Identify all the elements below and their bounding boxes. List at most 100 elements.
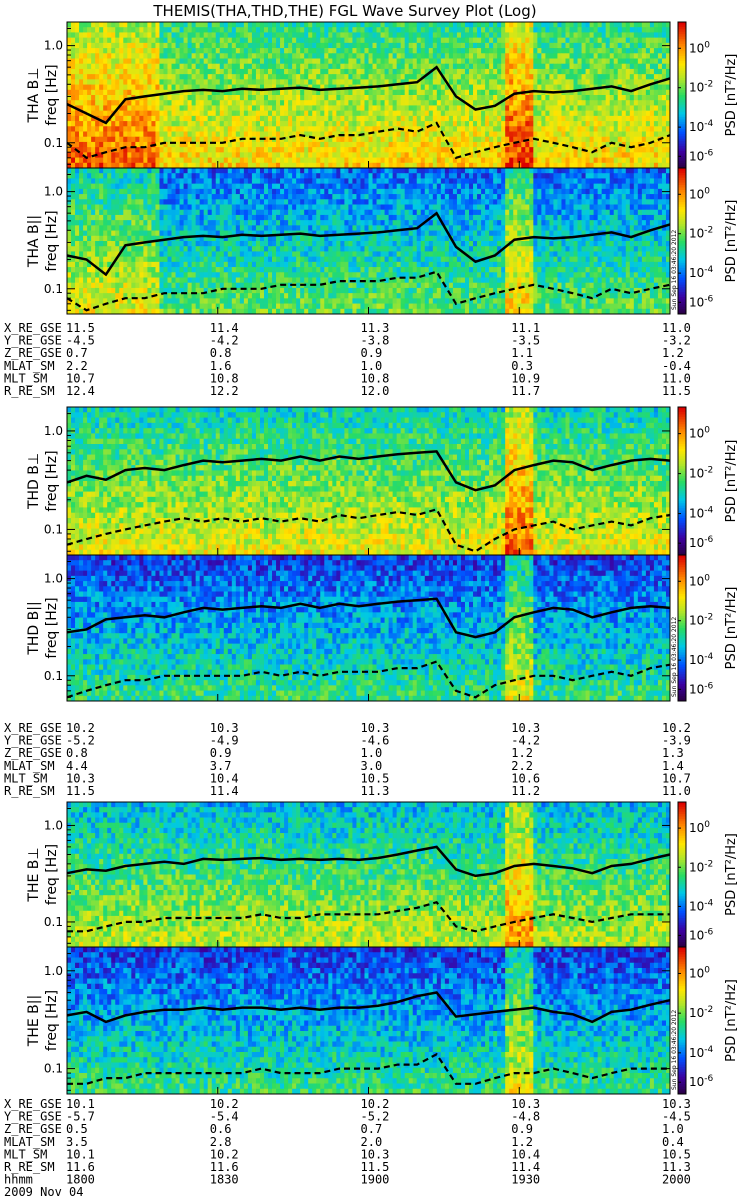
colorbar-segment [678, 930, 686, 933]
ephemeris-value: 10.4 [210, 771, 239, 785]
ephemeris-value: 3.7 [210, 759, 232, 773]
ephemeris-value: 10.2 [361, 1097, 390, 1111]
colorbar-segment [678, 26, 686, 30]
colorbar-segment [678, 530, 686, 534]
colorbar-tick-label: 10-2 [689, 613, 713, 628]
ephemeris-value: -5.2 [361, 1110, 390, 1124]
colorbar-segment [678, 584, 686, 588]
dashed-curve [67, 900, 670, 933]
y-tick-label: 0.1 [44, 1062, 63, 1076]
ephemeris-value: -0.4 [662, 359, 691, 373]
colorbar-segment [678, 647, 686, 651]
colorbar-segment [678, 1049, 686, 1053]
colorbar-segment [678, 589, 686, 592]
colorbar-segment [678, 913, 686, 917]
colorbar-segment [678, 864, 686, 868]
ephemeris-value: 0.8 [210, 346, 232, 360]
ephemeris-value: 1.2 [662, 346, 684, 360]
ephemeris-value: 0.7 [361, 1122, 383, 1136]
ephemeris-value: 12.4 [66, 384, 95, 398]
colorbar-segment [678, 277, 686, 281]
ephemeris-value: 0.6 [210, 1122, 232, 1136]
colorbar-segment [678, 1018, 686, 1021]
colorbar-segment [678, 146, 686, 150]
panel-label: THD B|| [26, 601, 42, 655]
colorbar-segment [678, 688, 686, 692]
colorbar-segment [678, 843, 686, 846]
ephemeris-value: 2.2 [66, 359, 88, 373]
colorbar-segment [678, 898, 686, 902]
ephemeris-value: 11.5 [66, 321, 95, 335]
ephemeris-value: 11.4 [511, 1160, 540, 1174]
y-tick-label: 0.1 [44, 522, 63, 536]
colorbar-segment [678, 838, 686, 842]
ephemeris-value: 1.0 [662, 1122, 684, 1136]
colorbar-segment [678, 654, 686, 658]
colorbar-segment [678, 939, 686, 943]
colorbar-segment [678, 947, 686, 950]
colorbar-segment [678, 471, 686, 475]
colorbar-segment [678, 814, 686, 817]
ephemeris-value: -4.5 [66, 334, 95, 348]
colorbar-segment [678, 896, 686, 900]
colorbar-segment [678, 1027, 686, 1031]
ephemeris-value: 11.6 [66, 1160, 95, 1174]
colorbar-segment [678, 669, 686, 673]
solid-curve [66, 845, 671, 878]
colorbar-segment [678, 806, 686, 810]
colorbar-segment [678, 73, 686, 77]
colorbar-segment [678, 889, 686, 892]
colorbar: 100 10-2 10-4 10-6 PSD [nT²/Hz] [677, 406, 739, 556]
colorbar-segment [678, 679, 686, 683]
colorbar-segment [678, 610, 686, 614]
colorbar-segment [678, 70, 686, 74]
ephemeris-value: 1.2 [511, 746, 533, 760]
ephemeris-value: 4.4 [66, 759, 88, 773]
colorbar-segment [678, 150, 686, 154]
colorbar-segment [678, 1015, 686, 1019]
colorbar-segment [678, 821, 686, 825]
colorbar-segment [678, 879, 686, 883]
colorbar-segment [678, 262, 686, 266]
ephemeris-value: 10.2 [210, 1147, 239, 1161]
colorbar-segment [678, 555, 686, 558]
colorbar-segment [678, 456, 686, 460]
colorbar-segment [678, 581, 686, 585]
colorbar-segment [678, 981, 686, 985]
colorbar-segment [678, 453, 686, 457]
colorbar-segment [678, 966, 686, 970]
dashed-curve [66, 270, 671, 312]
colorbar-segment [678, 138, 686, 142]
colorbar-segment [678, 1010, 686, 1014]
colorbar-segment [678, 884, 686, 888]
colorbar-segment [678, 659, 686, 663]
ephemeris-value: 10.8 [210, 371, 239, 385]
colorbar-segment [678, 991, 686, 995]
colorbar-segment [678, 973, 686, 977]
colorbar-segment [678, 540, 686, 544]
colorbar-segment [678, 1030, 686, 1034]
colorbar-segment [678, 681, 686, 685]
colorbar-segment [678, 421, 686, 425]
colorbar-segment [678, 39, 686, 42]
colorbar-segment [678, 1032, 686, 1036]
colorbar-segment [678, 434, 686, 438]
colorbar-tick-label: 100 [689, 186, 710, 201]
colorbar-segment [678, 520, 686, 524]
ephemeris-value: 10.1 [66, 1147, 95, 1161]
colorbar-segment [678, 219, 686, 223]
colorbar-segment [678, 969, 686, 972]
colorbar-segment [678, 983, 686, 987]
colorbar-tick-label: 10-2 [689, 226, 713, 241]
ephemeris-row-label: R_RE_SM [4, 784, 55, 798]
colorbar-tick-label: 10-2 [689, 859, 713, 874]
colorbar-segment [678, 862, 686, 866]
dashed-curve [66, 507, 671, 553]
colorbar-segment [678, 1069, 686, 1073]
colorbar-segment [678, 903, 686, 907]
colorbar-segment [678, 976, 686, 980]
ephemeris-value: -4.9 [210, 734, 239, 748]
colorbar-segment [678, 1057, 686, 1061]
ephemeris-row-label: R_RE_SM [4, 1160, 55, 1174]
colorbar-segment [678, 1008, 686, 1012]
